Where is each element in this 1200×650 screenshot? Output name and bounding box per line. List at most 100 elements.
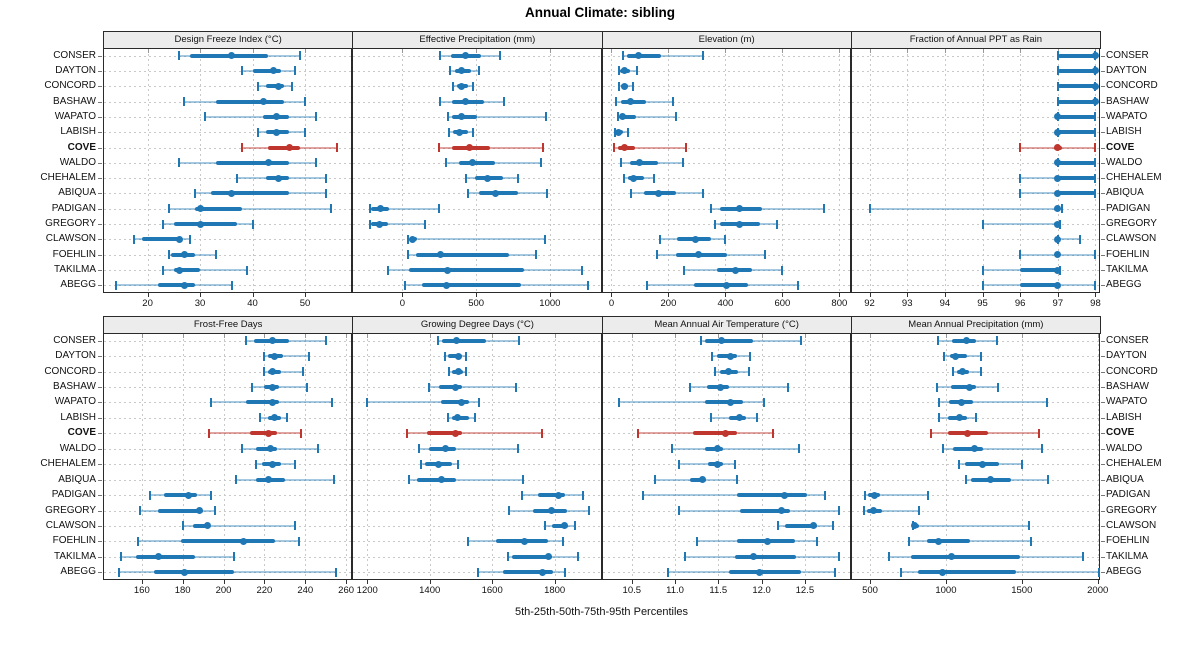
axis-tick-label: 180: [174, 585, 191, 596]
axis-tick-label: 800: [831, 298, 848, 309]
gridline-horizontal: [104, 285, 352, 287]
axis-tick: [839, 293, 841, 297]
whisker-cap-high: [540, 428, 543, 438]
row-tick-right: [1101, 402, 1105, 404]
whisker-cap-low: [446, 112, 449, 122]
gridline-vertical: [869, 49, 871, 292]
median-dot: [986, 476, 994, 484]
whisker-cap-low: [133, 234, 136, 244]
gridline-horizontal: [353, 70, 601, 72]
gridline-horizontal: [602, 479, 850, 481]
whisker-cap-high: [330, 204, 333, 214]
site-label-right: CHEHALEM: [1106, 172, 1162, 184]
median-dot: [185, 491, 193, 499]
median-dot: [271, 414, 279, 422]
axis-tick-label: 95: [977, 298, 988, 309]
axis-tick-top: [944, 49, 946, 53]
row-tick-right: [1101, 224, 1105, 226]
whisker-cap-low: [507, 552, 510, 562]
whisker-cap-low: [678, 506, 681, 516]
row-tick-right: [1101, 417, 1105, 419]
iqr-bar: [210, 191, 290, 196]
iqr-bar: [1020, 268, 1058, 273]
whisker-cap-high: [517, 444, 520, 454]
whisker-cap-low: [713, 367, 716, 377]
median-dot: [713, 445, 721, 453]
row-tick-left: [98, 556, 102, 558]
row-tick-left: [98, 541, 102, 543]
whisker-cap-low: [178, 158, 181, 168]
axis-tick-label: 200: [660, 298, 677, 309]
whisker-cap-high: [771, 428, 774, 438]
median-dot: [270, 67, 278, 75]
iqr-bar: [1020, 283, 1058, 288]
median-dot: [1054, 144, 1062, 152]
whisker-cap-low: [695, 536, 698, 546]
whisker-cap-low: [477, 567, 480, 577]
whisker-line: [909, 540, 1032, 543]
whisker-cap-high: [823, 490, 826, 500]
whisker-cap-high: [516, 173, 519, 183]
whisker-cap-high: [498, 51, 501, 61]
gridline-horizontal: [602, 132, 850, 134]
gridline-horizontal: [851, 178, 1099, 180]
whisker-cap-high: [214, 506, 217, 516]
whisker-cap-high: [335, 143, 338, 153]
gridline-horizontal: [104, 239, 352, 241]
whisker-cap-low: [1019, 173, 1022, 183]
row-tick-right: [1101, 340, 1105, 342]
whisker-cap-high: [314, 158, 317, 168]
whisker-cap-low: [428, 382, 431, 392]
whisker-cap-low: [241, 143, 244, 153]
iqr-bar: [1057, 176, 1096, 181]
median-dot: [457, 82, 465, 90]
whisker-cap-low: [952, 367, 955, 377]
whisker-cap-high: [1046, 475, 1049, 485]
axis-tick-label: 1000: [539, 298, 561, 309]
whisker-line: [447, 115, 547, 118]
gridline-vertical: [725, 49, 727, 292]
gridline-horizontal: [104, 147, 352, 149]
whisker-cap-low: [654, 475, 657, 485]
whisker-line: [369, 207, 439, 210]
axis-tick-label: 12.5: [795, 585, 815, 596]
median-dot: [614, 128, 622, 136]
whisker-cap-low: [417, 444, 420, 454]
median-dot: [454, 352, 462, 360]
iqr-bar: [694, 283, 749, 288]
row-tick-left: [98, 55, 102, 57]
whisker-cap-low: [162, 219, 165, 229]
axis-tick-top: [305, 334, 307, 338]
whisker-line: [168, 207, 332, 210]
median-dot: [635, 52, 643, 60]
gridline-horizontal: [104, 387, 352, 389]
whisker-cap-high: [1038, 428, 1041, 438]
axis-tick: [761, 580, 763, 584]
whisker-cap-low: [656, 250, 659, 260]
whisker-cap-low: [368, 204, 371, 214]
median-dot: [196, 220, 204, 228]
axis-tick-label: 1000: [935, 585, 957, 596]
row-tick-right: [1101, 371, 1105, 373]
median-dot: [962, 337, 970, 345]
gridline-vertical: [223, 334, 225, 579]
axis-tick: [1020, 293, 1022, 297]
whisker-line: [205, 115, 316, 118]
whisker-cap-high: [1045, 397, 1048, 407]
iqr-bar: [256, 446, 277, 451]
whisker-cap-high: [1094, 250, 1097, 260]
whisker-cap-low: [710, 413, 713, 423]
iqr-bar: [158, 508, 204, 513]
whisker-cap-high: [1021, 459, 1024, 469]
median-dot: [175, 266, 183, 274]
whisker-cap-low: [964, 475, 967, 485]
gridline-horizontal: [104, 356, 352, 358]
row-tick-right: [1101, 193, 1105, 195]
axis-tick-top: [611, 49, 613, 53]
axis-tick-top: [476, 49, 478, 53]
median-dot: [203, 522, 211, 530]
site-label-left: ABEGG: [60, 279, 96, 291]
gridline-horizontal: [104, 417, 352, 419]
whisker-cap-low: [406, 428, 409, 438]
row-tick-left: [98, 147, 102, 149]
